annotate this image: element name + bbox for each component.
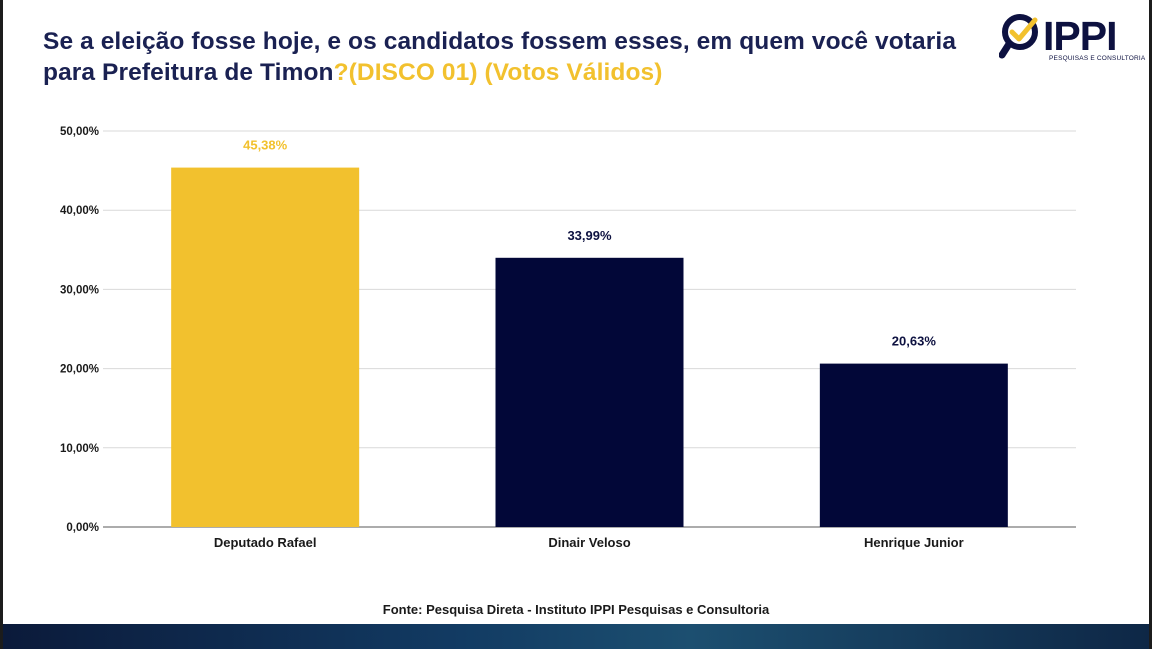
logo-subtitle: PESQUISAS E CONSULTORIA	[1049, 55, 1146, 62]
bar	[819, 363, 1008, 527]
y-tick-label: 0,00%	[66, 522, 99, 534]
value-label: 45,38%	[243, 138, 288, 153]
x-tick-label: Henrique Junior	[864, 535, 964, 550]
value-label: 33,99%	[567, 228, 612, 243]
bar	[171, 167, 360, 527]
y-tick-label: 30,00%	[60, 284, 99, 296]
y-tick-label: 20,00%	[60, 364, 99, 376]
y-tick-label: 50,00%	[60, 126, 99, 138]
footer-band	[3, 624, 1149, 649]
value-label: 20,63%	[892, 334, 937, 349]
logo-text: IPPI	[1043, 13, 1117, 59]
bars	[171, 167, 1008, 527]
bar	[495, 257, 684, 527]
title-highlight: ?(DISCO 01) (Votos Válidos)	[333, 59, 663, 86]
bar-chart: 0,00% 10,00% 20,00% 30,00% 40,00% 50,00% 45,3…	[60, 126, 1076, 550]
chart-title: Se a eleição fosse hoje, e os candidatos…	[43, 26, 963, 88]
y-tick-label: 10,00%	[60, 443, 99, 455]
slide: Se a eleição fosse hoje, e os candidatos…	[3, 0, 1149, 649]
value-labels: 45,38% 33,99% 20,63%	[243, 138, 936, 349]
y-tick-labels: 0,00% 10,00% 20,00% 30,00% 40,00% 50,00%	[60, 126, 99, 534]
ippi-logo: IPPI PESQUISAS E CONSULTORIA	[999, 12, 1145, 68]
y-tick-label: 40,00%	[60, 205, 99, 217]
source-note: Fonte: Pesquisa Direta - Instituto IPPI …	[382, 602, 770, 617]
x-tick-labels: Deputado Rafael Dinair Veloso Henrique Jun…	[214, 535, 964, 550]
magnifier-check-icon	[999, 14, 1038, 59]
title-main: Se a eleição fosse hoje, e os candidatos…	[43, 28, 957, 86]
x-tick-label: Deputado Rafael	[214, 535, 317, 550]
x-tick-label: Dinair Veloso	[548, 535, 630, 550]
